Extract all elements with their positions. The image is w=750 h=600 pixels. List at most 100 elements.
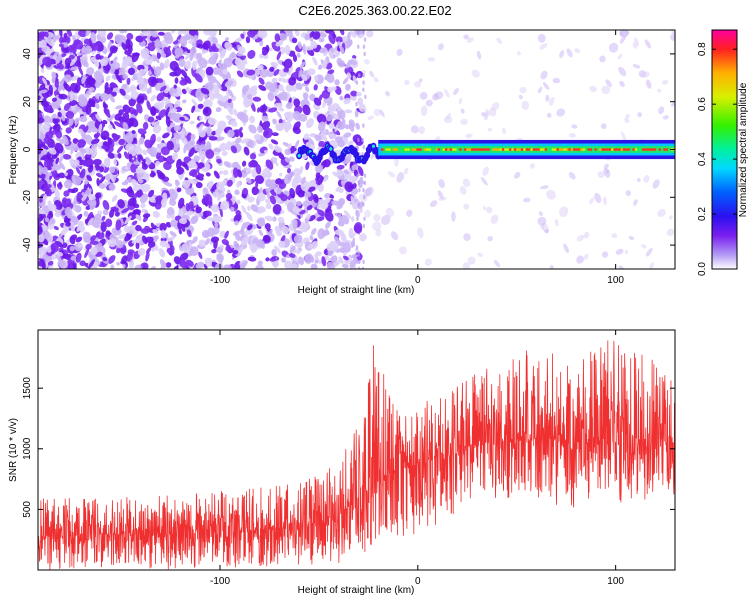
spectrogram-cell [210, 30, 218, 38]
spectrogram-cell [38, 225, 43, 236]
spectrogram-cell [216, 158, 222, 164]
spectrogram-cell [318, 37, 325, 43]
spectrogram-cell [124, 233, 131, 242]
spectrogram-cell [189, 246, 199, 257]
spectrogram-cell [496, 37, 503, 44]
spectrogram-cell [287, 65, 294, 76]
spectrogram-cell [66, 212, 73, 219]
carrier-peak-cell [385, 148, 389, 151]
spectrogram-cell [283, 58, 293, 69]
spectrogram-cell [178, 209, 184, 217]
spectrogram-cell [269, 66, 275, 72]
spectrogram-cell [141, 183, 151, 193]
spectrogram-cell [670, 101, 675, 107]
spectrogram-cell [87, 164, 94, 173]
carrier-peak-cell [641, 148, 645, 151]
spectrogram-cell [259, 68, 269, 78]
carrier-peak-cell [648, 148, 653, 151]
carrier-peak-cell [637, 148, 641, 151]
spectrogram-cell [54, 80, 60, 88]
spectrogram-cell [292, 54, 298, 62]
spectrogram-cell [404, 79, 410, 86]
spectrogram-cell [156, 92, 165, 102]
spectrogram-cell [208, 136, 218, 141]
spectrogram-cell [138, 136, 144, 144]
spectrogram-cell [105, 75, 111, 82]
spectrogram-cell [114, 211, 120, 217]
spectrogram-cell [137, 247, 146, 256]
carrier-peak-cell [482, 148, 486, 151]
spectrogram-cell [58, 161, 66, 170]
spectrogram-cell [628, 235, 634, 240]
spectrogram-cell [188, 147, 196, 158]
spectrogram-cell [58, 80, 64, 85]
spectrogram-cell [348, 119, 356, 128]
spectrogram-cell [38, 138, 43, 145]
spectrogram-cell [70, 92, 78, 101]
spectrogram-cell [135, 214, 142, 222]
spectrogram-cell [318, 140, 326, 148]
spectrogram-cell [100, 221, 107, 233]
spectrogram-cell [289, 263, 298, 269]
carrier-peak-cell [456, 148, 460, 151]
spectrogram-cell [243, 109, 248, 114]
spectrogram-cell [48, 147, 57, 155]
spectrogram-cell [202, 40, 211, 50]
spectrogram-cell [338, 197, 346, 206]
spectrogram-cell [357, 266, 361, 269]
spectrogram-cell [357, 97, 364, 106]
spectrogram-cell [267, 228, 273, 237]
spectrogram-cell [48, 211, 53, 216]
spectrogram-cell [216, 246, 223, 254]
spectrogram-cell [275, 229, 282, 237]
spectrogram-cell [54, 187, 60, 199]
spectrogram-cell [130, 224, 136, 233]
spectrogram-cell [77, 140, 86, 148]
spectrogram-cell [159, 222, 167, 232]
carrier-peak-cell [660, 148, 664, 151]
spectrogram-cell [76, 223, 83, 232]
spectrogram-cell [56, 62, 64, 70]
spectrogram-cell [131, 52, 140, 63]
spectrogram-cell [75, 252, 82, 263]
spectrogram-cell [246, 69, 256, 76]
carrier-peak-cell [485, 148, 489, 151]
spectrogram-cell [217, 100, 225, 107]
spectrogram-cell [460, 118, 468, 125]
carrier-peak-cell [470, 148, 475, 151]
spectrogram-cell [124, 166, 129, 171]
carrier-peak-cell [570, 148, 574, 151]
spectrogram-cell [150, 222, 156, 231]
spectrogram-cell [584, 231, 590, 239]
spectrogram-cell [425, 99, 433, 107]
spectrogram-cell [319, 200, 329, 210]
spectrogram-cell [451, 211, 456, 222]
spectrogram-cell [363, 180, 367, 186]
spectrogram-cell [141, 208, 146, 213]
spectrogram-cell [220, 200, 230, 211]
spectrogram-cell [177, 30, 183, 36]
carrier-peak-cell [504, 148, 508, 151]
spectrogram-cell [197, 57, 208, 69]
carrier-peak-cell [492, 148, 496, 151]
spectrogram-cell [537, 33, 546, 43]
spectrogram-cell [281, 225, 290, 235]
spectrogram-cell [179, 116, 185, 121]
snr-x-tick-label: 0 [415, 576, 421, 587]
carrier-peak-cell [534, 148, 539, 151]
spectrogram-cell [155, 47, 162, 54]
spectrogram-cell [173, 125, 182, 132]
spectrogram-cell [357, 202, 360, 207]
spectrogram-cell [121, 207, 130, 214]
spectrogram-cell [95, 172, 104, 178]
spectrogram-cell [634, 37, 640, 47]
spectrogram-cell [234, 57, 242, 66]
spectrogram-cell [619, 80, 625, 88]
spectrogram-cell [95, 192, 102, 199]
spectrogram-cell [63, 217, 71, 223]
carrier-cell [371, 144, 376, 149]
spectrogram-cell [138, 81, 148, 92]
carrier-peak-cell [629, 148, 634, 151]
spectrogram-cell [162, 132, 170, 139]
carrier-peak-cell [584, 148, 588, 151]
